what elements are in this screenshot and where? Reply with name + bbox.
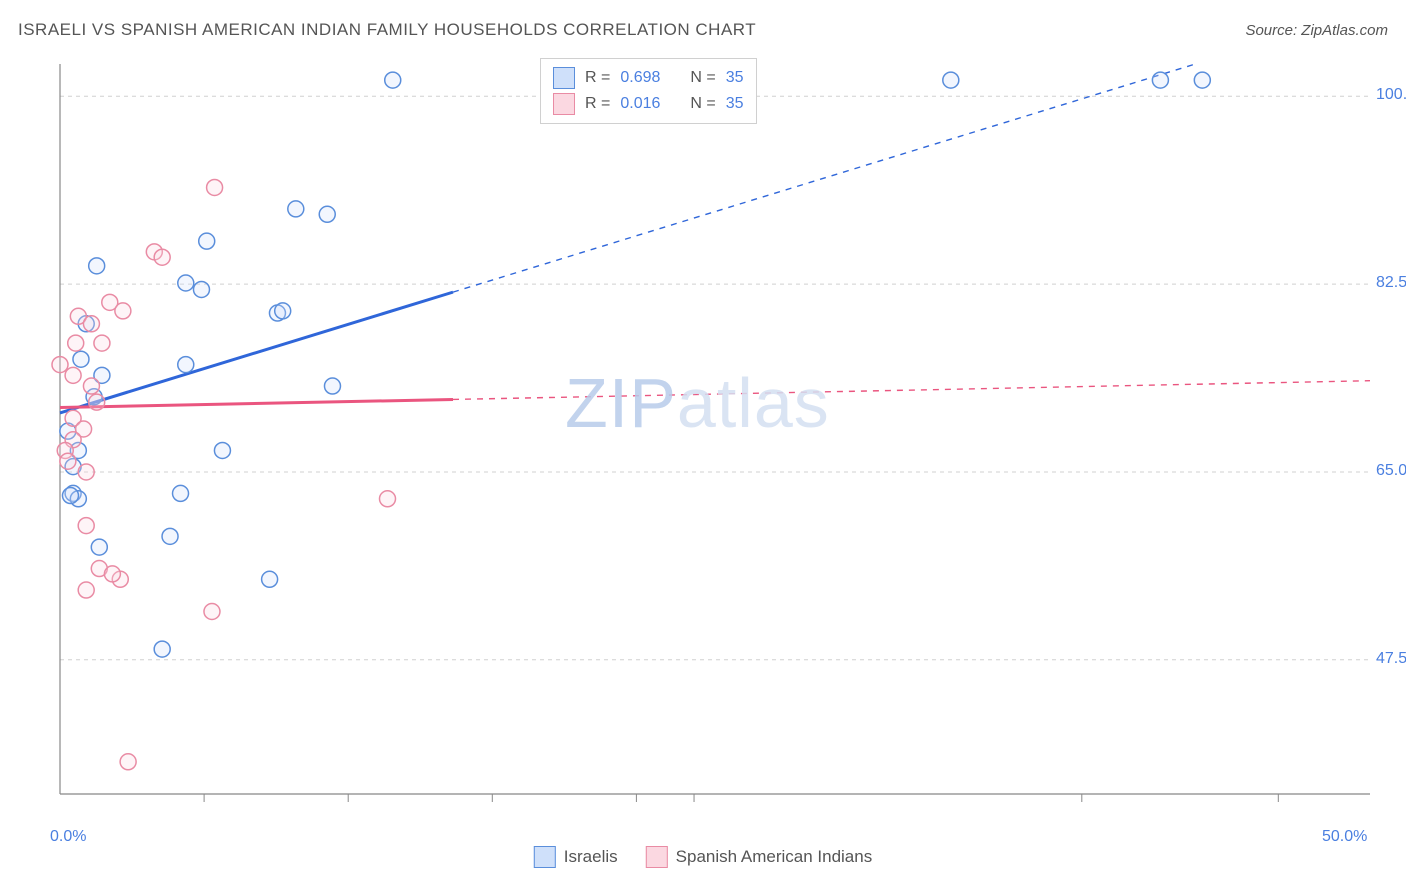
legend-swatch [553, 93, 575, 115]
correlation-legend-row: R = 0.698 N = 35 [553, 65, 744, 91]
series-legend: Israelis Spanish American Indians [534, 846, 872, 868]
correlation-legend-row: R = 0.016 N = 35 [553, 91, 744, 117]
legend-swatch [646, 846, 668, 868]
n-value: 35 [726, 69, 744, 87]
series-legend-item: Israelis [534, 846, 618, 868]
r-value: 0.698 [620, 69, 660, 87]
series-legend-label: Israelis [564, 847, 618, 867]
scatter-svg [50, 52, 1386, 808]
correlation-legend: R = 0.698 N = 35 R = 0.016 N = 35 [540, 58, 757, 124]
r-label: R = [585, 95, 610, 113]
legend-swatch [534, 846, 556, 868]
y-tick-label: 100.0% [1376, 86, 1406, 104]
r-value: 0.016 [620, 95, 660, 113]
y-tick-label: 65.0% [1376, 462, 1406, 480]
n-label: N = [690, 95, 715, 113]
chart-header: ISRAELI VS SPANISH AMERICAN INDIAN FAMIL… [18, 20, 1388, 40]
r-label: R = [585, 69, 610, 87]
series-legend-item: Spanish American Indians [646, 846, 873, 868]
chart-title: ISRAELI VS SPANISH AMERICAN INDIAN FAMIL… [18, 20, 756, 40]
legend-swatch [553, 67, 575, 89]
source-label: Source: ZipAtlas.com [1245, 22, 1388, 39]
x-axis-end-label: 50.0% [1322, 828, 1367, 846]
series-legend-label: Spanish American Indians [676, 847, 873, 867]
n-label: N = [690, 69, 715, 87]
y-tick-label: 82.5% [1376, 274, 1406, 292]
y-tick-label: 47.5% [1376, 650, 1406, 668]
n-value: 35 [726, 95, 744, 113]
chart-plot-area [50, 52, 1386, 808]
x-axis-origin-label: 0.0% [50, 828, 86, 846]
